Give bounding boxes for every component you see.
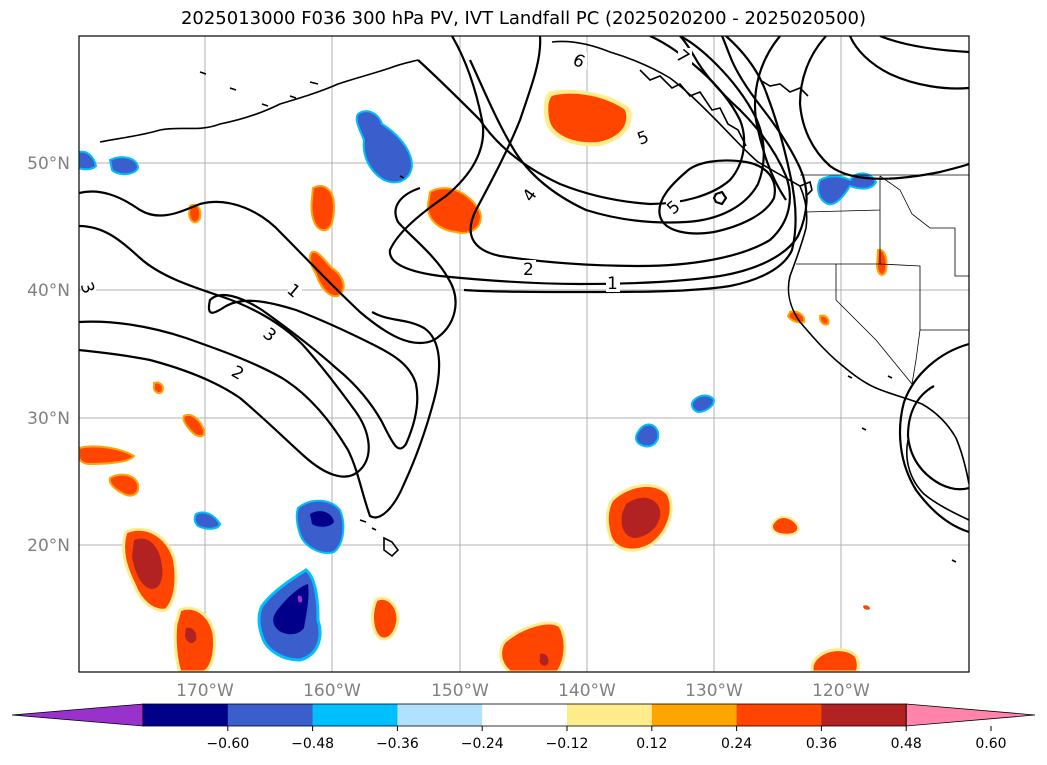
colorbar-outline: [142, 703, 907, 727]
colorbar-tick-label: −0.60: [206, 736, 249, 752]
colorbar-tick-label: −0.24: [461, 736, 504, 752]
lon-label: 130°W: [685, 681, 743, 701]
colorbar-segment: [143, 704, 229, 726]
lon-label: 120°W: [812, 681, 870, 701]
map-area: [79, 36, 969, 672]
lat-label: 50°N: [27, 154, 70, 174]
colorbar-segment: [312, 704, 398, 726]
colorbar-segment: [227, 704, 314, 726]
longitude-labels: 170°W 160°W 150°W 140°W 130°W 120°W: [176, 681, 870, 701]
latitude-labels: 50°N 40°N 30°N 20°N: [27, 154, 70, 556]
map-frame: [78, 35, 970, 673]
colorbar-extend-min: [11, 703, 144, 727]
lon-label: 160°W: [303, 681, 361, 701]
colorbar-tick-label: 0.48: [891, 736, 922, 752]
lat-label: 40°N: [27, 281, 70, 301]
colorbar-segment: [651, 704, 738, 726]
colorbar-tick-label: 0.60: [975, 736, 1006, 752]
colorbar-tick-label: −0.36: [376, 736, 419, 752]
lon-label: 150°W: [431, 681, 489, 701]
lat-label: 20°N: [27, 536, 70, 556]
contour-labels: 6 7 5 5 4 2 1 1 3 3 2: [76, 46, 693, 385]
lat-label: 30°N: [27, 409, 70, 429]
pv-negative-blobs: [79, 110, 878, 662]
colorbar-segment: [482, 704, 568, 726]
colorbar-tick-label: −0.12: [546, 736, 589, 752]
colorbar-extend-max: [905, 703, 1036, 727]
colorbar-tick-label: −0.48: [291, 736, 334, 752]
lon-label: 170°W: [176, 681, 234, 701]
colorbar-segment: [397, 704, 483, 726]
colorbar: −0.60 −0.48 −0.36 −0.24 −0.12 0.12 0.24 0.36 0.4…: [11, 703, 1036, 752]
borders: [796, 174, 969, 385]
map-title: 2025013000 F036 300 hPa PV, IVT Landfall…: [180, 8, 867, 29]
colorbar-segment: [567, 704, 653, 726]
colorbar-segment: [736, 704, 822, 726]
pv-positive-blobs: [79, 89, 888, 672]
contour-label: 1: [607, 274, 618, 294]
colorbar-tick-label: 0.36: [806, 736, 837, 752]
lon-label: 140°W: [558, 681, 616, 701]
contour-label: 2: [523, 260, 534, 280]
colorbar-tick-label: 0.12: [636, 736, 667, 752]
colorbar-segment: [821, 704, 907, 726]
colorbar-tick-label: 0.24: [721, 736, 752, 752]
